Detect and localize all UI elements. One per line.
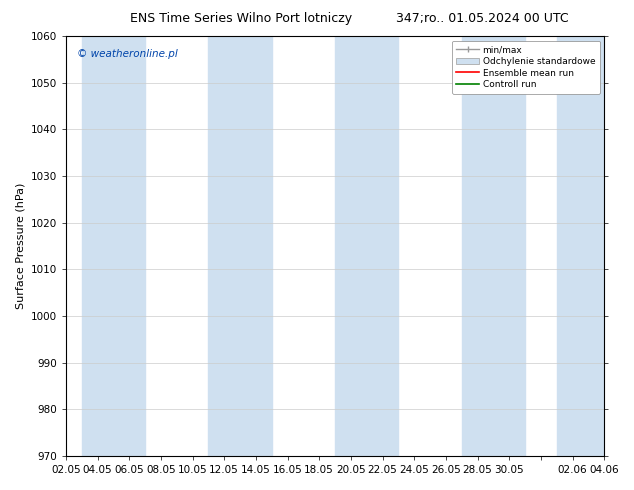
Bar (462, 36, 525, 456)
Bar (82, 36, 145, 456)
Bar (557, 36, 620, 456)
Text: 347;ro.. 01.05.2024 00 UTC: 347;ro.. 01.05.2024 00 UTC (396, 12, 568, 25)
Text: © weatheronline.pl: © weatheronline.pl (77, 49, 178, 59)
Bar (209, 36, 272, 456)
Legend: min/max, Odchylenie standardowe, Ensemble mean run, Controll run: min/max, Odchylenie standardowe, Ensembl… (452, 41, 600, 94)
Y-axis label: Surface Pressure (hPa): Surface Pressure (hPa) (15, 183, 25, 309)
Text: ENS Time Series Wilno Port lotniczy: ENS Time Series Wilno Port lotniczy (130, 12, 352, 25)
Bar (335, 36, 398, 456)
